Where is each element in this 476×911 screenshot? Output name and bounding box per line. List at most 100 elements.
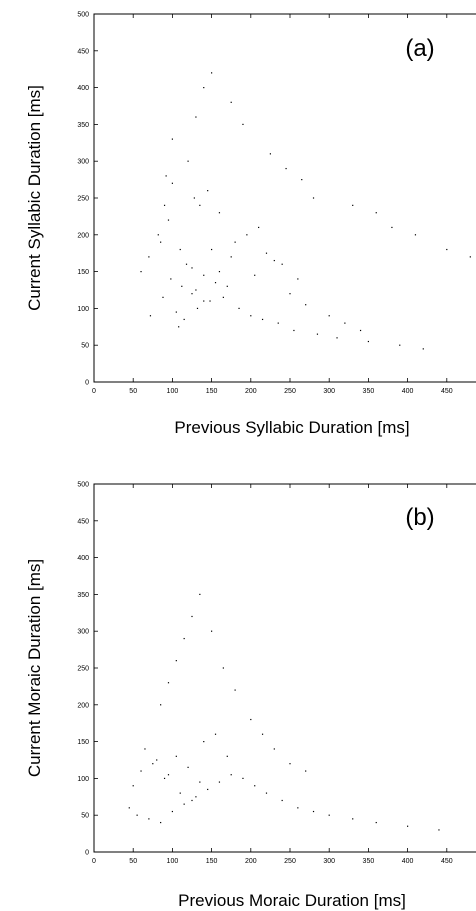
- data-point: [167, 682, 170, 684]
- data-point: [156, 759, 158, 761]
- x-tick-label: 50: [129, 388, 137, 395]
- data-point: [234, 241, 236, 243]
- x-tick-label: 200: [245, 388, 257, 395]
- data-point: [181, 285, 183, 287]
- y-tick-label: 100: [77, 776, 89, 783]
- data-point: [140, 271, 142, 273]
- data-point: [375, 821, 377, 824]
- data-point: [234, 689, 236, 691]
- data-point: [148, 256, 150, 258]
- data-point: [289, 763, 291, 765]
- data-point: [175, 660, 177, 662]
- data-point: [195, 289, 197, 291]
- y-tick-label: 450: [77, 48, 89, 55]
- data-point: [136, 814, 138, 816]
- data-point: [191, 293, 193, 295]
- data-point: [336, 337, 338, 339]
- data-point: [352, 818, 354, 820]
- x-tick-label: 300: [323, 388, 335, 395]
- data-point: [185, 263, 188, 265]
- data-point: [422, 348, 424, 350]
- data-point: [203, 274, 205, 276]
- y-tick-label: 300: [77, 159, 89, 166]
- data-point: [446, 248, 448, 251]
- chart-panel-b: 0 50 100 150 200 250 300 350 400 450 500 0 50 100 150 2…: [25, 482, 476, 910]
- data-point: [167, 219, 170, 221]
- data-point: [179, 792, 181, 794]
- data-point: [191, 799, 193, 802]
- y-tick-label: 500: [77, 482, 89, 489]
- data-point: [359, 329, 362, 332]
- data-point: [193, 197, 195, 199]
- data-point: [281, 263, 283, 265]
- y-tick-label: 300: [77, 629, 89, 636]
- data-point: [352, 204, 354, 206]
- data-point: [242, 123, 244, 125]
- data-point: [178, 326, 180, 328]
- data-point: [230, 256, 232, 258]
- data-point: [199, 593, 201, 595]
- data-point: [226, 285, 228, 287]
- data-point: [187, 766, 189, 768]
- data-point: [273, 748, 275, 750]
- x-axis-label: Previous Moraic Duration [ms]: [178, 891, 406, 910]
- data-point: [226, 755, 228, 757]
- data-point: [211, 248, 213, 251]
- data-point: [167, 774, 170, 776]
- x-tick-label: 50: [129, 858, 137, 865]
- data-point: [191, 267, 193, 269]
- data-point: [265, 252, 268, 254]
- data-point: [277, 322, 279, 324]
- data-point: [199, 781, 201, 783]
- data-point: [238, 307, 240, 309]
- data-point: [140, 770, 142, 772]
- data-point: [160, 821, 162, 824]
- data-point: [179, 248, 181, 251]
- x-tick-label: 400: [402, 388, 414, 395]
- data-point: [183, 318, 185, 321]
- data-point: [258, 226, 260, 229]
- data-point: [171, 138, 173, 140]
- plot-frame: [93, 13, 476, 383]
- data-point: [214, 282, 217, 284]
- x-tick-label: 0: [92, 858, 96, 865]
- data-point: [175, 311, 177, 313]
- data-point: [254, 785, 256, 787]
- y-axis-label: Current Moraic Duration [ms]: [25, 559, 44, 777]
- data-point: [148, 818, 150, 820]
- data-point: [199, 204, 201, 206]
- data-point: [165, 175, 167, 177]
- data-point: [171, 182, 173, 184]
- x-tick-label: 0: [92, 388, 96, 395]
- data-point: [293, 329, 295, 332]
- data-point: [305, 304, 307, 306]
- data-point: [414, 234, 417, 236]
- data-point: [171, 810, 173, 813]
- x-tick-label: 350: [363, 388, 375, 395]
- y-tick-label: 150: [77, 739, 89, 746]
- data-point: [218, 271, 221, 273]
- x-tick-label: 450: [441, 388, 453, 395]
- data-point: [218, 781, 221, 783]
- data-point: [265, 792, 268, 794]
- data-point: [250, 718, 252, 721]
- data-point: [218, 212, 221, 214]
- data-point: [195, 116, 197, 118]
- data-point: [230, 774, 232, 776]
- data-point: [367, 340, 369, 343]
- data-point: [246, 234, 248, 236]
- data-point: [183, 637, 185, 640]
- data-point: [149, 315, 152, 317]
- data-point: [207, 788, 209, 791]
- data-point: [312, 810, 315, 813]
- scatter-points: [140, 72, 471, 350]
- data-point: [160, 241, 162, 243]
- x-tick-label: 250: [284, 858, 296, 865]
- y-axis-label: Current Syllabic Duration [ms]: [25, 85, 44, 311]
- data-point: [407, 825, 409, 827]
- data-point: [222, 296, 224, 298]
- x-tick-label: 100: [167, 388, 179, 395]
- data-point: [297, 278, 299, 280]
- data-point: [203, 741, 205, 743]
